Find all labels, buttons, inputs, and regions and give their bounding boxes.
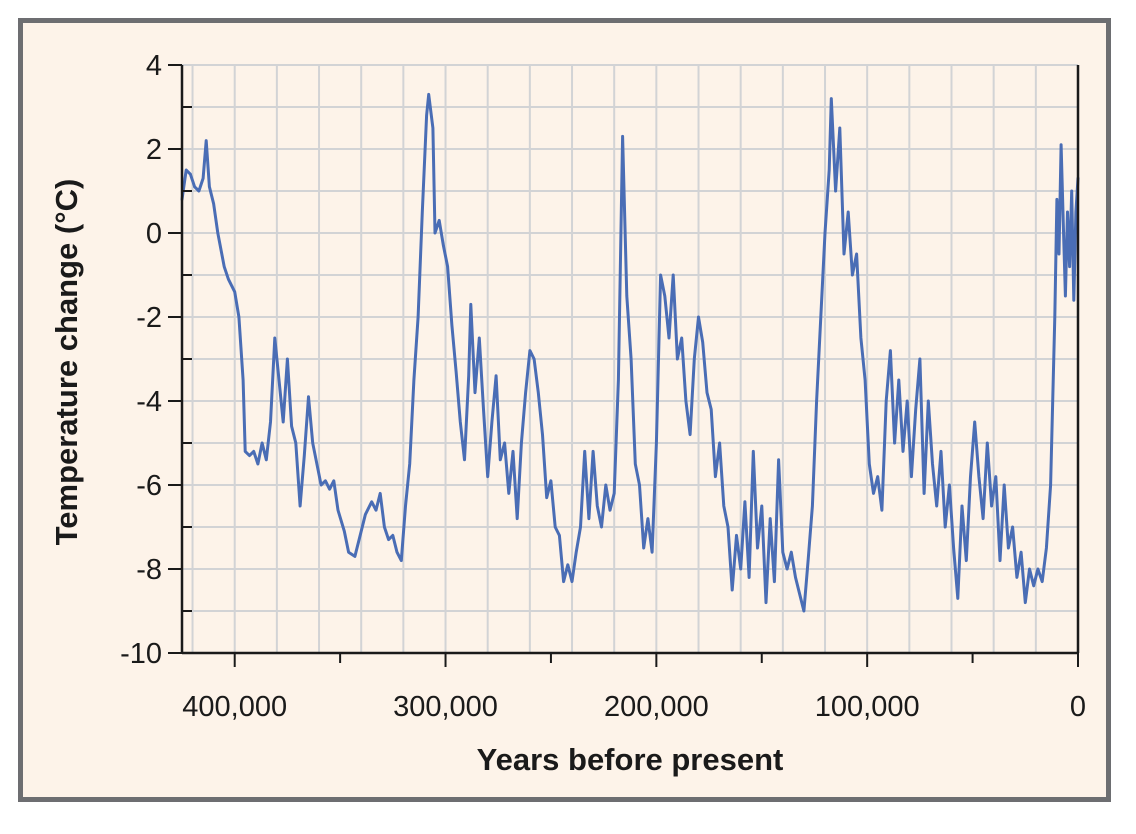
x-axis-title: Years before present xyxy=(477,742,784,777)
axes xyxy=(168,64,1080,667)
x-tick-label: 400,000 xyxy=(182,691,287,723)
series-line-0 xyxy=(180,92,1080,613)
x-tick-label: 0 xyxy=(1070,691,1086,723)
y-tick-label: -6 xyxy=(136,470,162,502)
y-tick-label: -4 xyxy=(136,386,162,418)
y-tick-label: 2 xyxy=(146,134,162,166)
y-tick-label: -10 xyxy=(120,638,162,670)
tick-labels: 4 2 0 -2 -4 -6 -8 -10 400,000 300,000 200,000 100,0… xyxy=(120,50,1086,723)
series-layer xyxy=(180,92,1080,613)
x-tick-label: 200,000 xyxy=(604,691,709,723)
y-tick-label: 4 xyxy=(146,50,162,82)
x-tick-label: 100,000 xyxy=(815,691,920,723)
y-tick-label: 0 xyxy=(146,218,162,250)
y-tick-label: -8 xyxy=(136,554,162,586)
y-axis-title: Temperature change (°C) xyxy=(49,179,84,546)
x-tick-label: 300,000 xyxy=(393,691,498,723)
y-tick-label: -2 xyxy=(136,302,162,334)
